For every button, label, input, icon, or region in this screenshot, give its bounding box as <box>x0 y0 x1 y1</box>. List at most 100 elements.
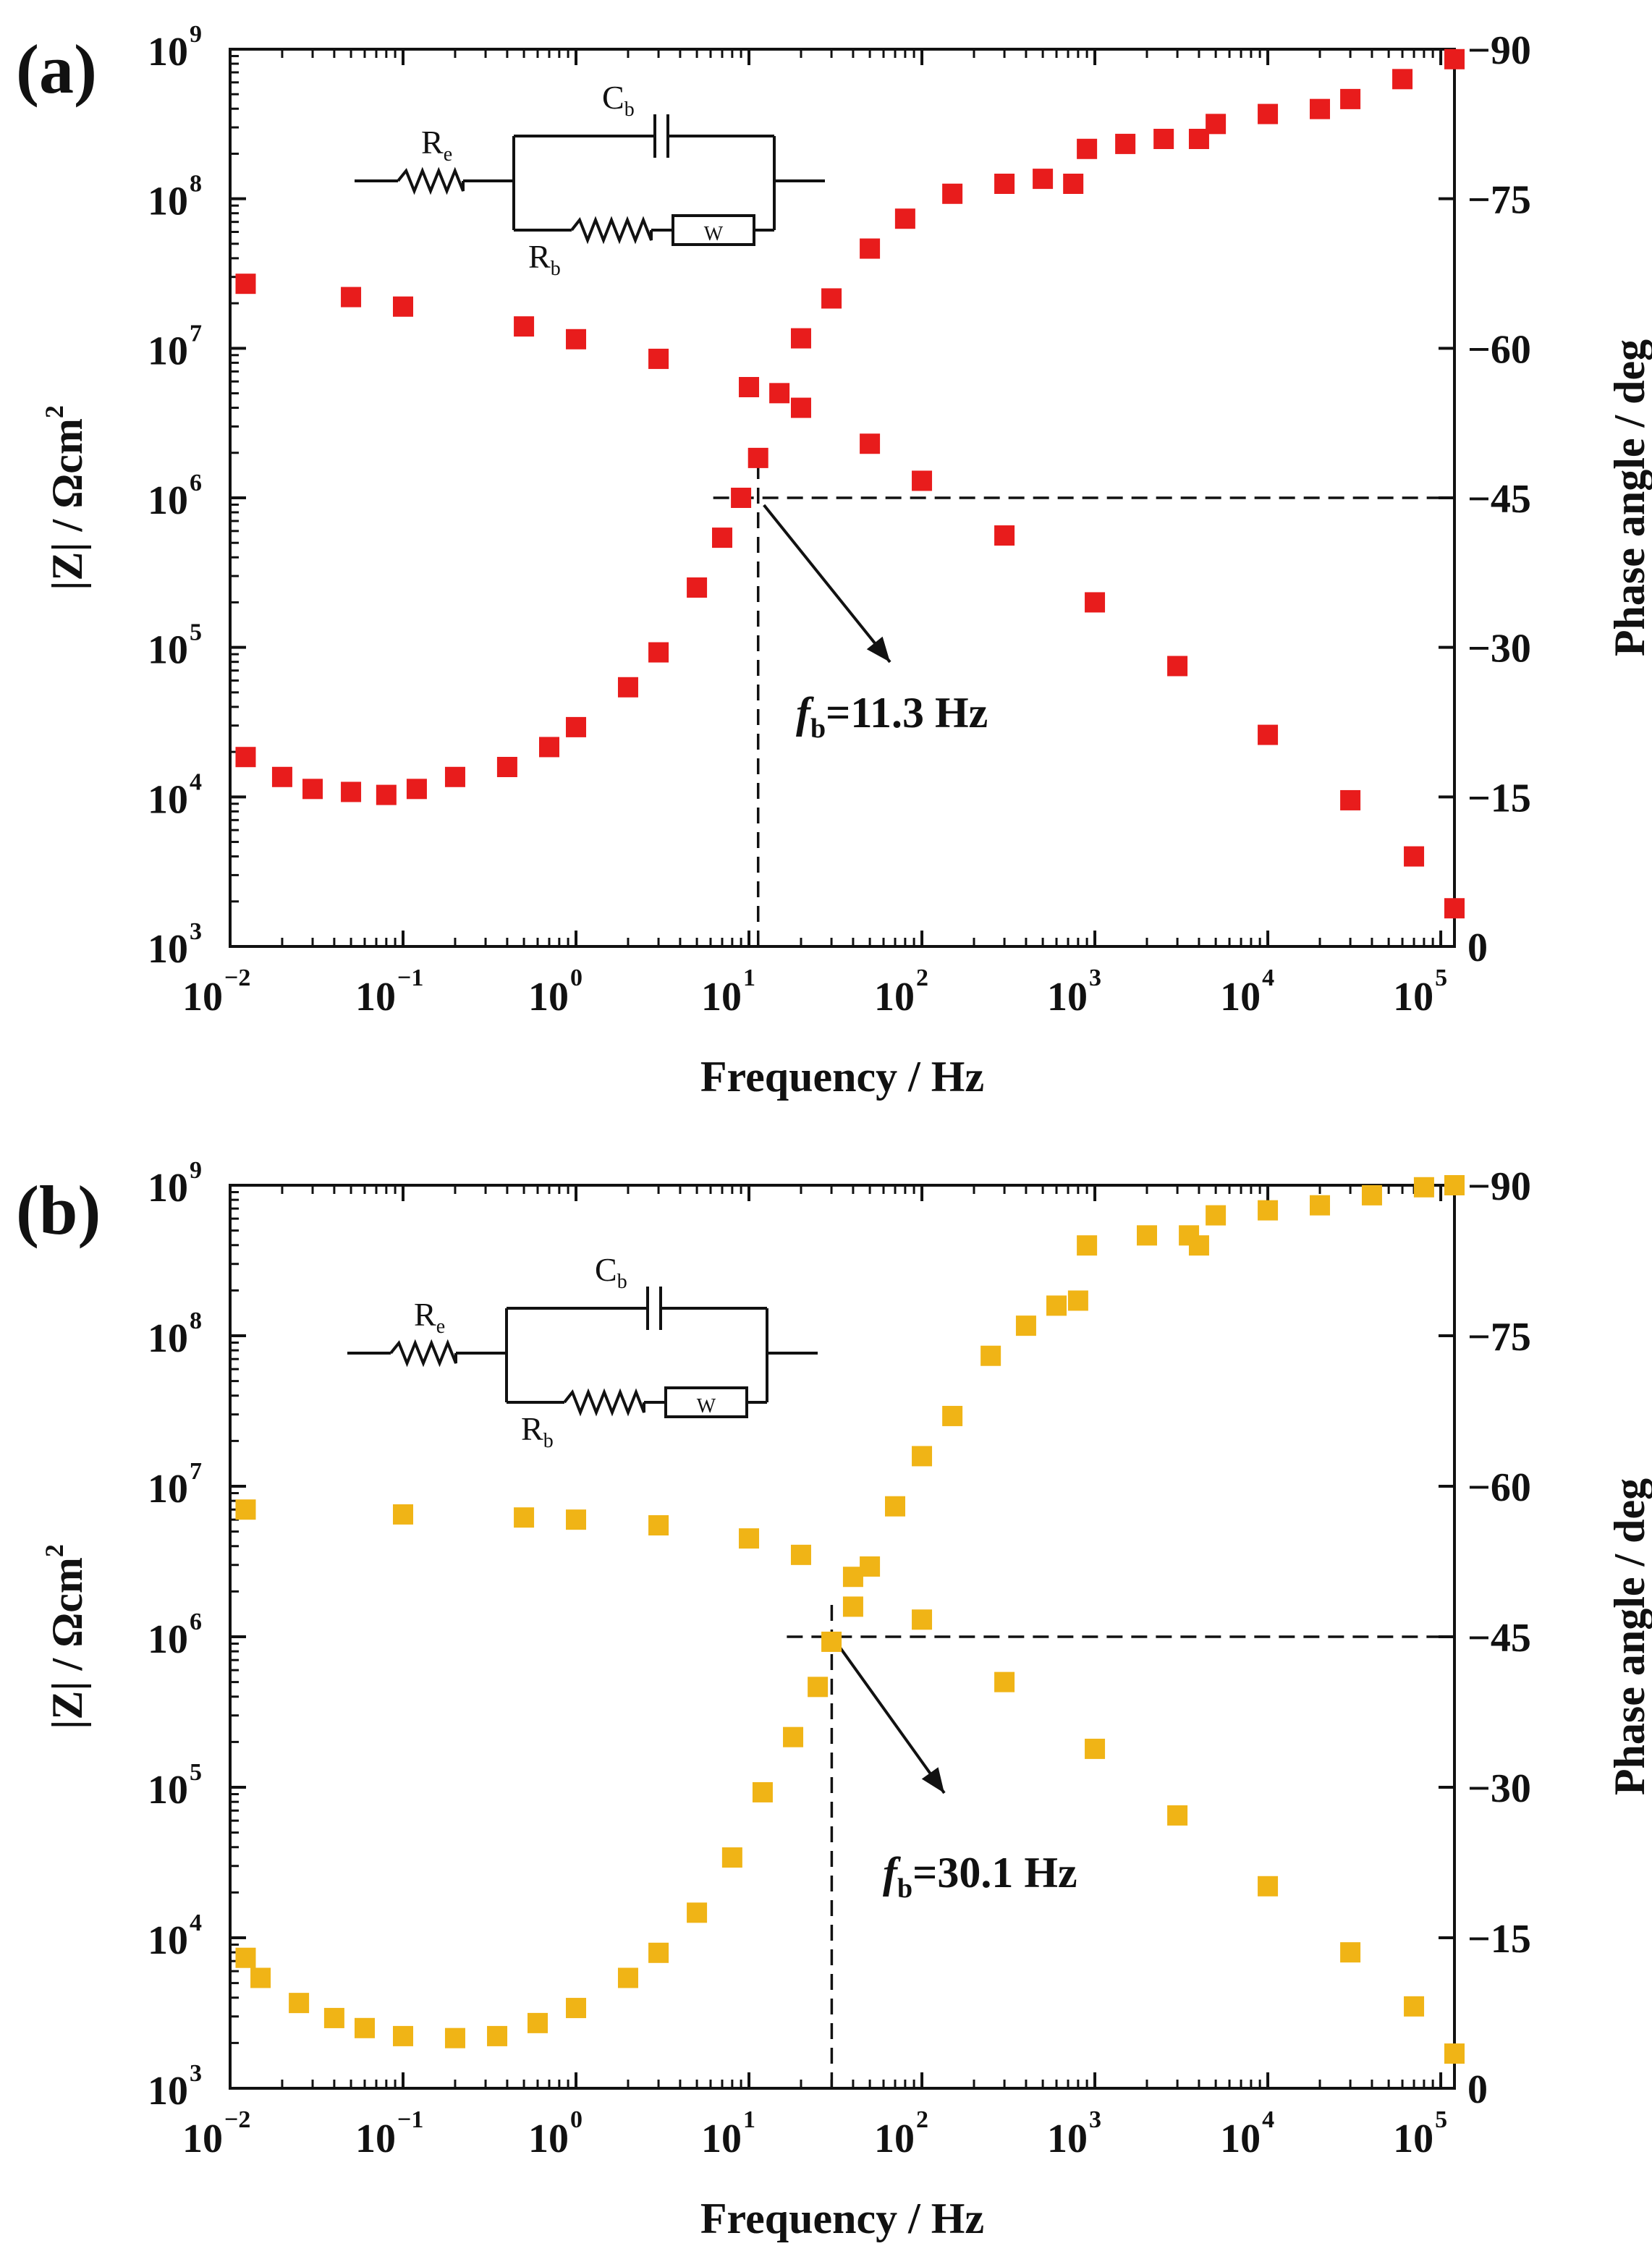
annotation-arrow-shaft <box>763 504 891 664</box>
impedance-marker <box>1340 789 1361 810</box>
impedance-marker <box>790 397 811 418</box>
resistor-rb-icon <box>563 1388 645 1417</box>
phase-marker <box>687 577 708 598</box>
phase-marker <box>1137 1225 1158 1246</box>
y-left-tick-label: 10 <box>148 628 188 673</box>
y-left-tick-label: 10 <box>148 777 188 822</box>
x-tick-exponent: 2 <box>916 2106 928 2133</box>
phase-marker <box>302 779 323 800</box>
phase-marker <box>289 1993 310 2014</box>
x-tick-exponent: 1 <box>743 965 755 991</box>
label-re-main: R <box>421 124 444 161</box>
phase-marker <box>1310 1195 1331 1216</box>
x-tick-label: 10 <box>182 2116 223 2161</box>
label-re: Re <box>421 124 452 166</box>
phase-marker <box>1258 103 1279 124</box>
impedance-marker <box>648 348 669 369</box>
y-right-tick-label: 0 <box>1467 2067 1488 2112</box>
y-left-tick-exponent: 6 <box>190 1609 202 1635</box>
phase-marker <box>912 1446 933 1467</box>
fb-annotation-subscript: b <box>897 1873 912 1904</box>
fb-annotation: fb=30.1 Hz <box>883 1849 1077 1904</box>
label-cb: Cb <box>595 1251 627 1293</box>
impedance-marker <box>566 329 587 349</box>
phase-marker <box>783 1726 804 1747</box>
impedance-marker <box>994 525 1015 546</box>
y-right-tick-label: −30 <box>1467 627 1531 671</box>
phase-marker <box>444 2027 465 2048</box>
phase-marker <box>942 183 963 204</box>
y-right-tick-label: −90 <box>1467 28 1531 73</box>
y-left-tick-exponent: 4 <box>190 768 202 795</box>
impedance-marker <box>1404 1996 1425 2017</box>
phase-marker <box>235 1947 256 1968</box>
x-tick-label: 10 <box>182 975 223 1020</box>
series-phase <box>235 1175 1465 2048</box>
phase-marker <box>1444 48 1465 69</box>
phase-marker <box>617 1967 638 1988</box>
phase-marker <box>687 1902 708 1923</box>
label-cb-main: C <box>595 1251 617 1288</box>
phase-marker <box>566 1998 587 2019</box>
phase-marker <box>354 2017 375 2038</box>
resistor-rb-icon <box>570 216 653 245</box>
phase-marker <box>1077 1235 1098 1256</box>
x-axis-title: Frequency / Hz <box>700 1053 984 1101</box>
y-right-tick-label: −75 <box>1467 178 1531 223</box>
x-tick-exponent: 3 <box>1089 965 1101 991</box>
fb-annotation-value: =11.3 Hz <box>826 689 988 737</box>
x-tick-exponent: 1 <box>743 2106 755 2133</box>
x-tick-exponent: −1 <box>397 965 423 991</box>
y-right-tick-label: −60 <box>1467 327 1531 372</box>
y-right-tick-label: −45 <box>1467 477 1531 522</box>
phase-marker <box>712 527 733 548</box>
y-left-tick-label: 10 <box>148 1918 188 1963</box>
y-left-tick-label: 10 <box>148 329 188 373</box>
y-left-axis-title-superscript: 2 <box>40 1544 69 1557</box>
phase-marker <box>942 1405 963 1426</box>
y-right-tick-label: −45 <box>1467 1616 1531 1661</box>
label-re-sub: e <box>444 143 452 166</box>
impedance-marker <box>1258 724 1279 745</box>
x-tick-label: 10 <box>528 2116 569 2161</box>
x-axis-title: Frequency / Hz <box>700 2195 984 2242</box>
phase-marker <box>1115 133 1136 154</box>
phase-marker <box>617 677 638 698</box>
y-right-axis-title: Phase angle / deg <box>1606 339 1652 656</box>
phase-marker <box>527 2012 548 2033</box>
y-left-tick-label: 10 <box>148 1467 188 1512</box>
phase-marker <box>747 447 768 468</box>
x-tick-label: 10 <box>355 975 396 1020</box>
y-left-tick-exponent: 9 <box>190 1157 202 1184</box>
phase-marker <box>980 1345 1001 1366</box>
y-left-axis-title-text: |Z| / Ωcm <box>43 1557 91 1729</box>
phase-marker <box>271 766 292 787</box>
impedance-marker <box>790 1544 811 1565</box>
label-w: W <box>704 223 724 245</box>
x-tick-exponent: 3 <box>1089 2106 1101 2133</box>
phase-marker <box>1046 1295 1067 1316</box>
phase-marker <box>648 1942 669 1963</box>
phase-marker <box>1206 114 1227 135</box>
phase-marker <box>648 642 669 663</box>
annotation-arrow-head <box>866 636 890 662</box>
y-left-axis-title-text: |Z| / Ωcm <box>43 418 91 590</box>
y-left-axis-title: |Z| / Ωcm2 <box>40 405 91 590</box>
x-tick-label: 10 <box>1220 975 1261 1020</box>
x-tick-exponent: 0 <box>570 2106 583 2133</box>
phase-marker <box>1258 1200 1279 1221</box>
y-left-tick-exponent: 3 <box>190 2060 202 2087</box>
impedance-marker <box>1167 1805 1188 1826</box>
impedance-marker <box>1444 898 1465 919</box>
phase-marker <box>860 238 881 259</box>
phase-marker <box>1444 1175 1465 1195</box>
impedance-marker <box>235 1499 256 1520</box>
series-phase <box>235 48 1465 805</box>
phase-marker <box>790 328 811 349</box>
label-rb-main: R <box>528 238 551 275</box>
impedance-marker <box>1258 1876 1279 1897</box>
label-cb-sub: b <box>624 98 635 121</box>
chart-panel-b: (b)10 −2 10 −1 10 0 10 1 10 2 10 3 10 4 10 510 310 410 510… <box>16 1157 1652 2242</box>
y-right-tick-label: −15 <box>1467 776 1531 821</box>
